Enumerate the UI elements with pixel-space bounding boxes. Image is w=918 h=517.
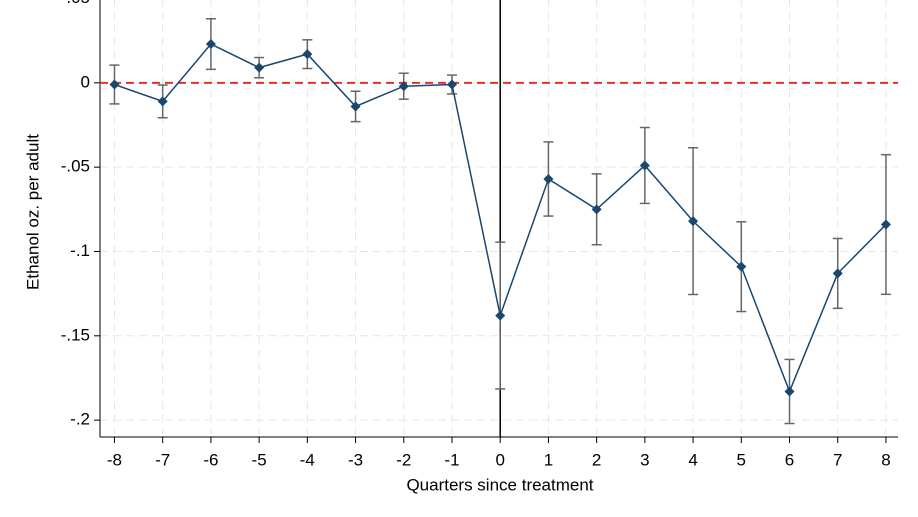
- x-axis-label: Quarters since treatment: [406, 475, 593, 494]
- point: [832, 268, 843, 279]
- point: [495, 310, 506, 321]
- x-tick-label: 3: [640, 450, 649, 469]
- point: [784, 386, 795, 397]
- x-tick-label: -3: [348, 450, 363, 469]
- point: [254, 62, 265, 73]
- x-tick-label: -6: [203, 450, 218, 469]
- y-tick-label: -.1: [70, 241, 90, 260]
- y-axis-label: Ethanol oz. per adult: [23, 134, 42, 290]
- x-tick-label: 8: [881, 450, 890, 469]
- x-tick-label: 5: [737, 450, 746, 469]
- x-tick-label: -5: [252, 450, 267, 469]
- x-tick-label: -7: [155, 450, 170, 469]
- y-tick-label: .05: [66, 0, 90, 7]
- x-tick-label: 0: [495, 450, 504, 469]
- point: [205, 39, 216, 50]
- point: [302, 49, 313, 60]
- x-tick-label: -8: [107, 450, 122, 469]
- point: [688, 216, 699, 227]
- point: [543, 173, 554, 184]
- point: [398, 81, 409, 92]
- y-tick-label: 0: [81, 72, 90, 91]
- point: [639, 160, 650, 171]
- point: [350, 101, 361, 112]
- point: [446, 79, 457, 90]
- y-tick-label: -.2: [70, 410, 90, 429]
- x-tick-label: -2: [396, 450, 411, 469]
- x-tick-label: -4: [300, 450, 315, 469]
- x-tick-label: 2: [592, 450, 601, 469]
- point: [591, 204, 602, 215]
- x-tick-label: 4: [688, 450, 697, 469]
- point: [880, 219, 891, 230]
- x-tick-label: 7: [833, 450, 842, 469]
- x-tick-label: 1: [544, 450, 553, 469]
- y-tick-label: -.15: [61, 325, 90, 344]
- point: [157, 96, 168, 107]
- y-tick-label: -.05: [61, 157, 90, 176]
- x-tick-label: -1: [444, 450, 459, 469]
- point: [109, 79, 120, 90]
- x-tick-label: 6: [785, 450, 794, 469]
- point: [736, 261, 747, 272]
